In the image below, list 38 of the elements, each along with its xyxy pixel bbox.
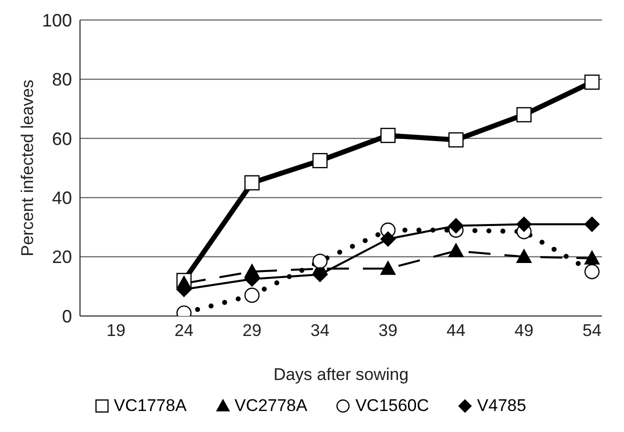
legend-label: VC2778A — [234, 396, 308, 416]
y-tick-label: 100 — [42, 10, 72, 30]
x-tick-label: 34 — [310, 321, 330, 340]
y-tick-label: 60 — [52, 128, 72, 149]
point — [312, 153, 328, 168]
point — [380, 261, 396, 275]
legend-label: VC1560C — [354, 396, 430, 416]
legend-label: VC1778A — [112, 396, 187, 416]
legend-label: V4785 — [476, 396, 526, 416]
y-tick-label: 0 — [62, 306, 72, 326]
point — [312, 266, 328, 282]
point — [584, 74, 600, 90]
point — [448, 243, 464, 258]
y-tick-label: 40 — [52, 188, 72, 208]
point — [516, 107, 532, 122]
x-tick-label: 29 — [242, 321, 262, 340]
point — [516, 249, 532, 263]
x-tick-label: 19 — [106, 321, 126, 340]
point — [244, 288, 260, 303]
point — [584, 250, 600, 264]
point — [380, 231, 396, 247]
point — [584, 264, 600, 280]
y-tick-label: 80 — [52, 70, 72, 90]
point — [448, 132, 464, 148]
x-tick-label: 24 — [174, 321, 194, 340]
point — [380, 128, 396, 144]
point — [312, 254, 328, 269]
point — [516, 216, 532, 232]
y-tick-label: 20 — [52, 247, 72, 268]
x-tick-label: 39 — [378, 321, 398, 340]
x-tick-label: 54 — [582, 321, 602, 340]
point — [584, 216, 600, 232]
point — [448, 218, 464, 234]
y-axis-title: Percent infected leaves — [18, 80, 38, 256]
x-tick-label: 49 — [514, 321, 534, 340]
x-axis-title: Days after sowing — [273, 365, 409, 384]
x-tick-label: 44 — [446, 321, 466, 340]
point — [244, 175, 260, 190]
